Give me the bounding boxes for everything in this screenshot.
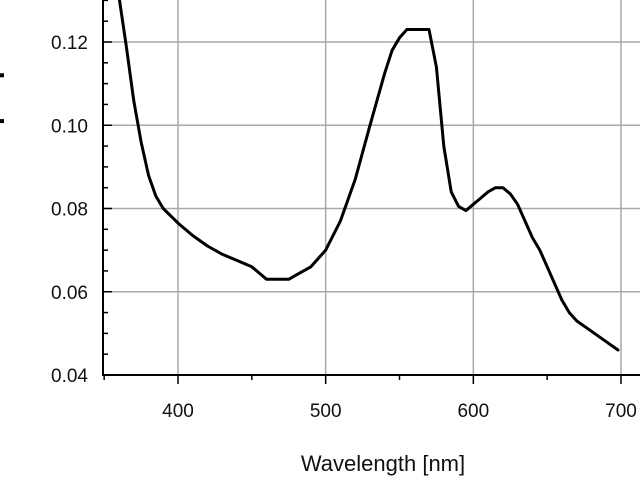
grid [103,0,640,375]
axis-ticks [103,0,622,384]
axes [102,0,640,376]
x-axis-title: Wavelength [nm] [301,451,465,476]
x-tick-label: 500 [310,401,342,422]
edge-mark [0,73,4,78]
x-tick-labels: 400 500 600 700 [162,401,637,422]
y-tick-label: 0.10 [51,116,88,137]
edge-mark [0,119,4,124]
x-tick-label: 600 [457,401,489,422]
y-tick-label: 0.08 [51,200,88,221]
y-tick-label: 0.06 [51,283,88,304]
y-tick-label: 0.12 [51,33,88,54]
spectrum-line [117,0,620,352]
y-tick-label: 0.04 [51,366,88,387]
series-group [117,0,620,352]
y-tick-labels: 0.04 0.06 0.08 0.10 0.12 [51,33,88,387]
left-edge-marks [0,73,4,124]
x-tick-label: 700 [605,401,637,422]
x-tick-label: 400 [162,401,194,422]
